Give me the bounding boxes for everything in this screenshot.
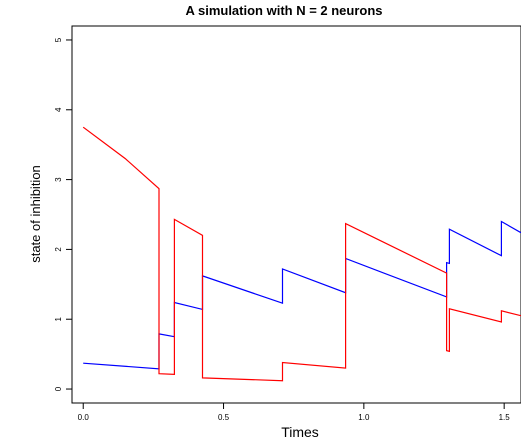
series-line-2 (82, 126, 521, 382)
x-tick-label: 1.5 (499, 413, 511, 422)
y-axis-label: state of inhibition (28, 165, 43, 263)
chart-title: A simulation with N = 2 neurons (185, 3, 382, 18)
y-tick-label: 3 (54, 177, 63, 182)
y-tick-label: 5 (54, 37, 63, 42)
x-tick-label: 1.0 (358, 413, 370, 422)
y-tick-label: 0 (54, 386, 63, 391)
y-tick-label: 4 (54, 107, 63, 112)
axes-group: 0.0 0.5 1.0 1.5 0 1 2 3 4 5 (54, 37, 510, 422)
series-line-1 (83, 220, 521, 370)
y-tick-label: 2 (54, 247, 63, 252)
x-tick-label: 0.5 (218, 413, 230, 422)
plot-frame (71, 25, 521, 404)
y-tick-label: 1 (54, 316, 63, 321)
x-axis-label: Times (281, 424, 319, 440)
x-tick-label: 0.0 (78, 413, 90, 422)
series-group (82, 126, 521, 382)
